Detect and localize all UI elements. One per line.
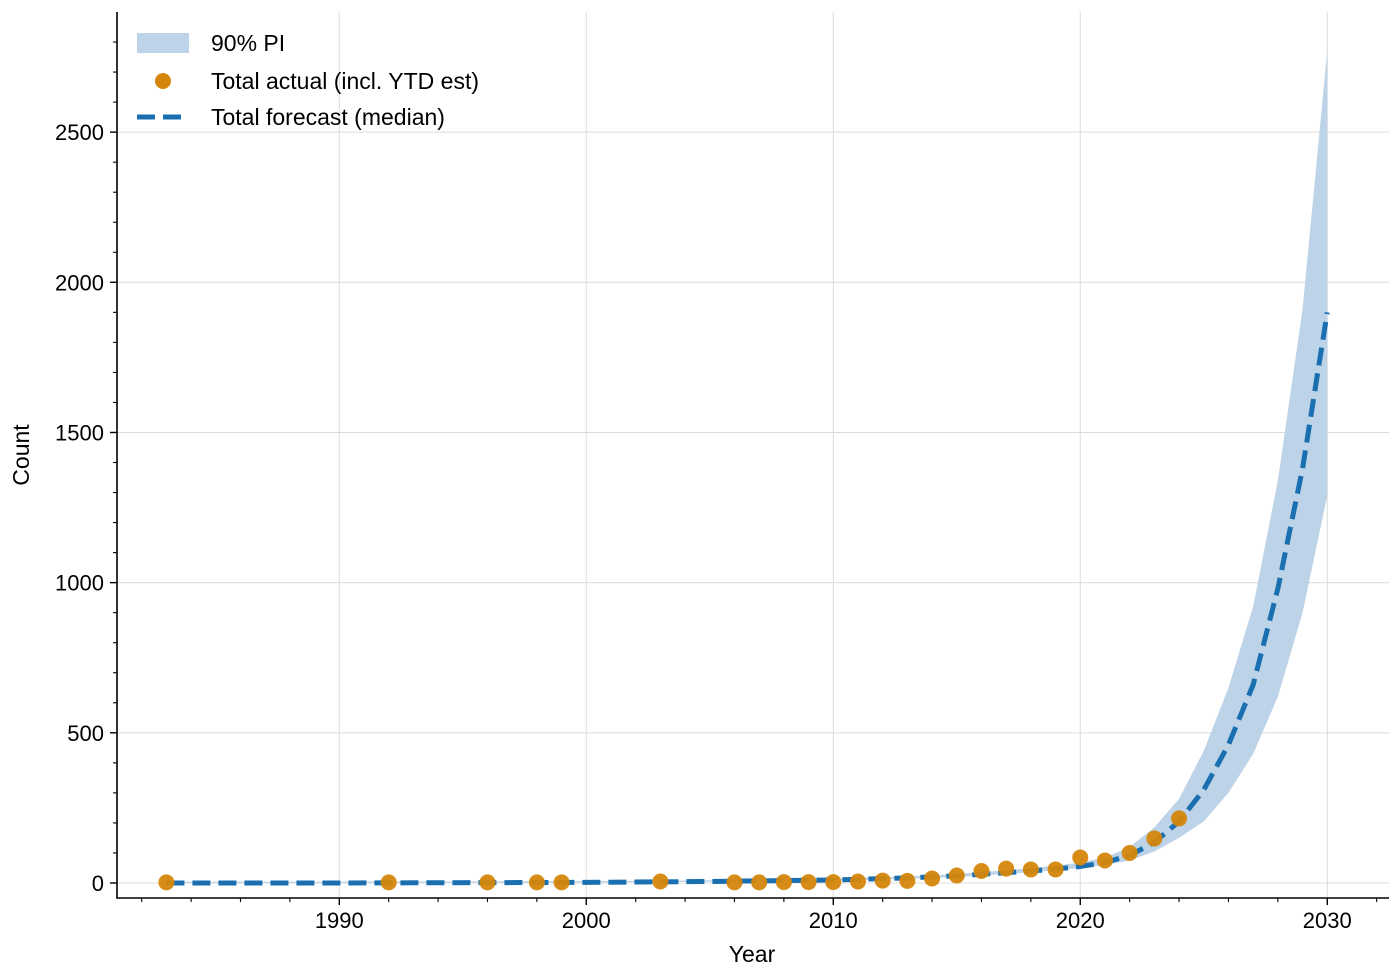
x-tick-label: 2010 (809, 908, 858, 933)
actual-point (726, 874, 743, 891)
y-axis-title: Count (8, 424, 34, 486)
y-tick-label: 1000 (55, 571, 104, 596)
actual-point (1171, 810, 1188, 827)
actual-point (1047, 861, 1064, 878)
actual-point (1146, 830, 1163, 847)
pi-band (166, 51, 1328, 883)
x-tick-label: 2000 (562, 908, 611, 933)
actual-point (1072, 849, 1089, 866)
actual-point (380, 874, 397, 891)
actual-point (1121, 844, 1138, 861)
x-tick-label: 1990 (315, 908, 364, 933)
y-tick-label: 0 (92, 871, 104, 896)
pi-band-layer (166, 51, 1328, 883)
ticks: 1990 2000 2010 2020 2030 0 500 1000 1500 2000 2500 (55, 41, 1378, 933)
actual-point (924, 870, 941, 887)
actual-point (899, 872, 916, 889)
actual-point (1022, 861, 1039, 878)
y-tick-label: 2500 (55, 120, 104, 145)
y-tick-label: 500 (67, 721, 104, 746)
x-axis-title: Year (729, 941, 776, 967)
legend-label-forecast: Total forecast (median) (211, 104, 445, 130)
axes (116, 12, 1389, 899)
actual-point (874, 872, 891, 889)
actual-point (553, 874, 570, 891)
forecast-line-layer (166, 311, 1330, 886)
x-tick-label: 2020 (1056, 908, 1105, 933)
forecast-line (166, 311, 1330, 886)
actual-point (849, 873, 866, 890)
legend-band-swatch (137, 33, 189, 53)
x-tick-label: 2030 (1303, 908, 1352, 933)
actual-point (800, 874, 817, 891)
actual-point (528, 874, 545, 891)
actual-point (479, 874, 496, 891)
actual-point (998, 860, 1015, 877)
actual-point (825, 874, 842, 891)
actual-point (948, 867, 965, 884)
y-tick-label: 1500 (55, 420, 104, 445)
actual-point (1096, 852, 1113, 869)
legend-label-band: 90% PI (211, 30, 285, 56)
legend: 90% PI Total actual (incl. YTD est) Tota… (137, 30, 479, 130)
actual-point (652, 873, 669, 890)
actual-point (751, 874, 768, 891)
actual-points-layer (158, 810, 1188, 891)
actual-point (775, 874, 792, 891)
actual-point (973, 862, 990, 879)
axis-spines (116, 12, 1389, 899)
legend-actual-marker (155, 73, 171, 89)
legend-label-actual: Total actual (incl. YTD est) (211, 68, 479, 94)
actual-point (158, 874, 175, 891)
y-tick-label: 2000 (55, 270, 104, 295)
